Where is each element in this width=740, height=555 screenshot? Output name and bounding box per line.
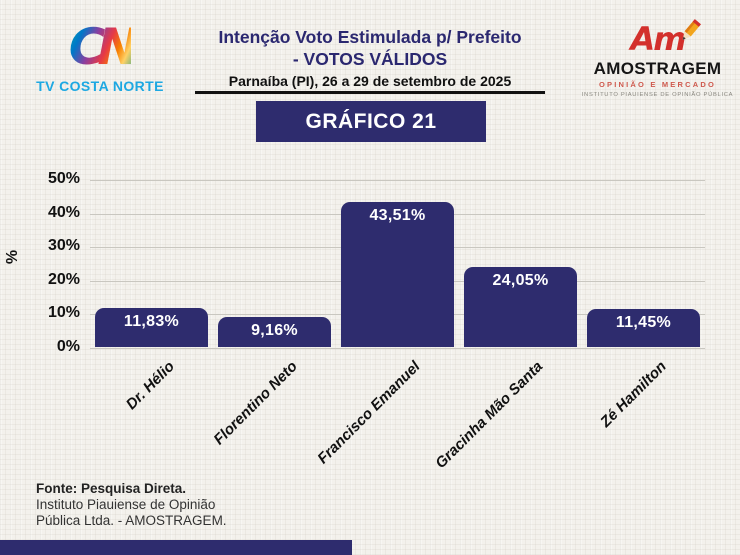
gridline <box>90 180 705 181</box>
amostragem-logo-mark-row: Am <box>580 19 735 60</box>
x-axis-label: Dr. Hélio <box>122 358 178 414</box>
bar: 11,83% <box>95 307 208 348</box>
grafico-badge: GRÁFICO 21 <box>256 101 486 142</box>
chart-subtitle: Parnaíba (PI), 26 a 29 de setembro de 20… <box>228 73 512 89</box>
x-axis-label: Florentino Neto <box>210 358 301 449</box>
y-tick-label: 0% <box>56 337 80 355</box>
x-axis-label: Zé Hamilton <box>596 358 670 431</box>
source-line-2: Instituto Piauiense de Opinião <box>36 497 216 512</box>
x-axis-label: Gracinha Mão Santa <box>432 358 547 472</box>
amostragem-logo-mark: Am <box>630 20 686 58</box>
tv-costa-norte-logo: CN TV COSTA NORTE <box>25 18 175 94</box>
bar: 9,16% <box>218 316 331 348</box>
bar-value-label: 24,05% <box>492 271 549 289</box>
x-axis-label: Francisco Emanuel <box>314 358 424 468</box>
tv-costa-norte-label: TV COSTA NORTE <box>36 78 164 94</box>
gridline <box>90 347 705 349</box>
source-note: Fonte: Pesquisa Direta. Instituto Piauie… <box>36 481 227 529</box>
y-tick-label: 20% <box>47 270 80 288</box>
title-block: Intenção Voto Estimulada p/ Prefeito - V… <box>185 26 555 89</box>
y-tick-label: 40% <box>47 203 80 221</box>
source-line-1: Fonte: Pesquisa Direta. <box>36 481 187 496</box>
subtitle-underline <box>195 91 545 94</box>
source-line-3: Pública Ltda. - AMOSTRAGEM. <box>36 513 227 528</box>
chart-title-line2: - VOTOS VÁLIDOS <box>292 49 448 69</box>
y-tick-label: 30% <box>47 237 80 254</box>
bar-value-label: 11,83% <box>123 312 180 330</box>
amostragem-subtext: INSTITUTO PIAUIENSE DE OPINIÃO PÚBLICA <box>581 92 734 98</box>
y-axis-title: % <box>4 249 22 265</box>
bar: 11,45% <box>587 309 700 348</box>
chart-title-line1: Intenção Voto Estimulada p/ Prefeito <box>218 27 522 47</box>
y-tick-label: 10% <box>47 304 80 321</box>
amostragem-logo: Am AMOSTRAGEM OPINIÃO E MERCADO INSTITUT… <box>580 19 735 98</box>
bar-value-label: 11,45% <box>615 314 672 332</box>
y-tick-label: 50% <box>47 170 80 187</box>
tv-costa-norte-logo-icon: CN <box>68 18 139 76</box>
bar-value-label: 9,16% <box>251 321 298 339</box>
bar: 24,05% <box>464 266 577 348</box>
bottom-accent-strip <box>0 540 352 555</box>
bar: 43,51% <box>341 201 454 348</box>
amostragem-tagline: OPINIÃO E MERCADO <box>599 80 716 89</box>
pencil-icon <box>668 13 708 53</box>
amostragem-name: AMOSTRAGEM <box>593 59 722 78</box>
bar-value-label: 43,51% <box>369 206 426 224</box>
